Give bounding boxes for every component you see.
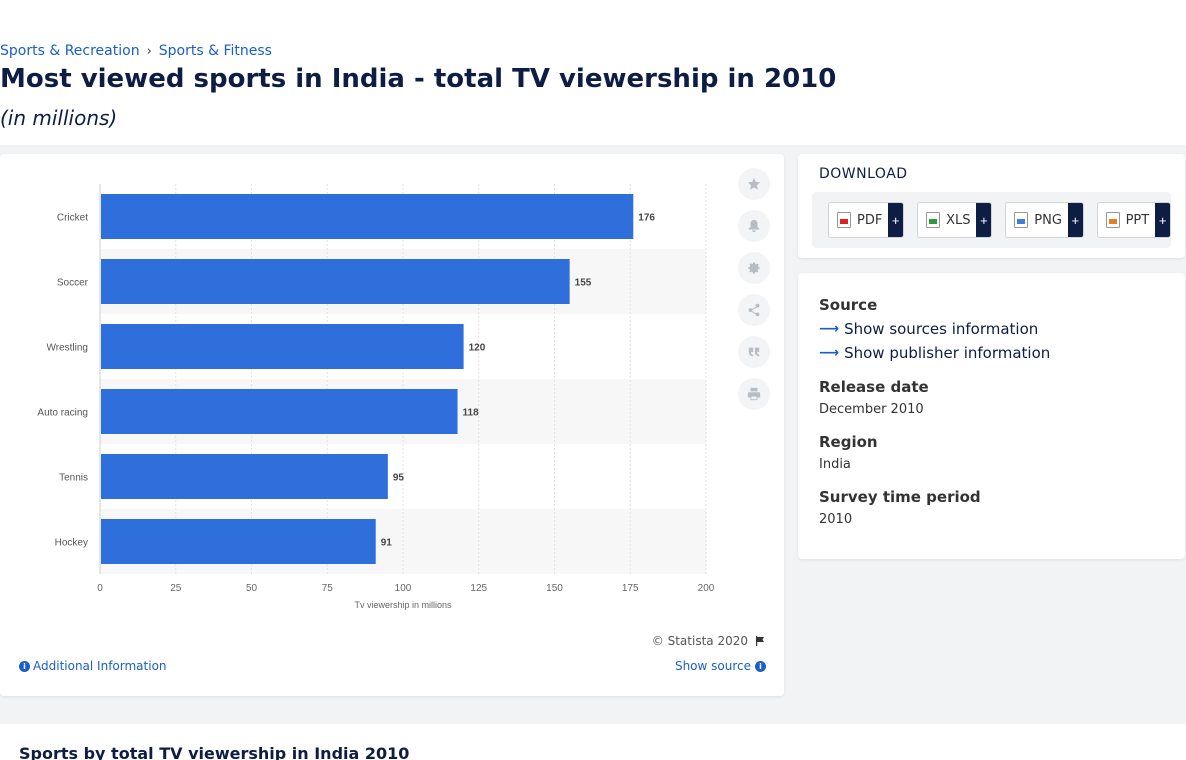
download-xls-label: XLS [946, 212, 971, 228]
top-bar [0, 0, 1186, 40]
category-label: Wrestling [47, 343, 89, 354]
plus-icon: + [1067, 203, 1083, 237]
chart-tools [738, 168, 770, 410]
source-heading: Source [819, 296, 878, 314]
breadcrumb-sports-fitness[interactable]: Sports & Fitness [158, 43, 272, 59]
category-label: Cricket [57, 213, 88, 224]
download-png-label: PNG [1034, 212, 1062, 228]
x-axis-title: Tv viewership in millions [354, 600, 452, 610]
release-date-value: December 2010 [819, 402, 924, 417]
bar [101, 194, 634, 239]
data-label: 118 [463, 408, 480, 419]
download-title: DOWNLOAD [819, 166, 908, 182]
show-publisher-link[interactable]: ⟶ Show publisher information [819, 344, 1050, 362]
x-tick-label: 175 [622, 583, 639, 594]
xls-file-icon [926, 212, 941, 228]
page-subtitle: (in millions) [0, 106, 118, 130]
show-sources-label: Show sources information [844, 320, 1039, 338]
data-label: 91 [381, 538, 393, 549]
show-source-link[interactable]: Show source i [675, 659, 766, 673]
x-tick-label: 125 [470, 583, 487, 594]
additional-information-link[interactable]: i Additional Information [19, 659, 167, 673]
show-sources-link[interactable]: ⟶ Show sources information [819, 320, 1038, 338]
data-label: 176 [638, 213, 655, 224]
x-tick-label: 25 [170, 583, 182, 594]
related-title: Sports by total TV viewership in India 2… [19, 744, 410, 760]
show-source-label: Show source [674, 659, 751, 673]
survey-period-heading: Survey time period [819, 488, 981, 506]
plus-icon: + [888, 203, 904, 237]
plus-icon: + [976, 203, 992, 237]
related-statistics-card: Sports by total TV viewership in India 2… [0, 724, 1186, 760]
bell-icon [748, 219, 760, 233]
info-icon: i [755, 660, 766, 672]
data-label: 95 [393, 473, 405, 484]
x-tick-label: 50 [246, 583, 258, 594]
x-tick-label: 200 [698, 583, 715, 594]
favorite-button[interactable] [738, 168, 770, 200]
notification-button[interactable] [738, 210, 770, 242]
source-card: Source ⟶ Show sources information ⟶ Show p… [798, 273, 1185, 559]
print-button[interactable] [738, 378, 770, 410]
category-label: Soccer [57, 278, 89, 289]
png-file-icon [1014, 212, 1029, 228]
info-icon: i [19, 660, 30, 672]
share-button[interactable] [738, 294, 770, 326]
quote-icon [748, 347, 760, 357]
show-publisher-label: Show publisher information [844, 344, 1051, 362]
star-icon [747, 177, 761, 190]
region-heading: Region [819, 433, 878, 451]
bar [101, 259, 570, 304]
download-ppt-button[interactable]: PPT + [1096, 202, 1171, 238]
download-pdf-button[interactable]: PDF + [828, 202, 905, 238]
chart-card: Cricket 176 Soccer 155 Wrestling 120 Auto raci… [0, 154, 784, 696]
copyright-text: © Statista 2020 [651, 634, 748, 648]
settings-button[interactable] [738, 252, 770, 284]
bar [101, 324, 464, 369]
flag-icon[interactable] [754, 635, 766, 647]
plus-icon: + [1155, 203, 1170, 237]
ppt-file-icon [1105, 212, 1120, 228]
x-tick-label: 150 [546, 583, 563, 594]
download-ppt-label: PPT [1125, 212, 1150, 228]
release-date-heading: Release date [819, 378, 929, 396]
category-label: Hockey [55, 538, 88, 549]
pdf-file-icon [837, 212, 851, 228]
download-png-button[interactable]: PNG + [1005, 202, 1084, 238]
download-card: DOWNLOAD PDF + XLS + PNG + PPT + [798, 154, 1185, 258]
bar [101, 519, 376, 564]
cite-button[interactable] [738, 336, 770, 368]
bar-chart: Cricket 176 Soccer 155 Wrestling 120 Auto raci… [37, 184, 715, 610]
category-label: Auto racing [37, 408, 88, 419]
breadcrumb: Sports & Recreation › Sports & Fitness [0, 43, 272, 59]
page-title: Most viewed sports in India - total TV v… [0, 64, 837, 94]
data-label: 120 [469, 343, 486, 354]
arrow-right-icon: ⟶ [819, 345, 840, 361]
category-label: Tennis [59, 473, 88, 484]
share-icon [748, 303, 760, 317]
x-tick-label: 75 [322, 583, 334, 594]
breadcrumb-separator: › [146, 43, 152, 59]
bar [101, 454, 388, 499]
breadcrumb-sports-recreation[interactable]: Sports & Recreation [0, 43, 140, 59]
copyright: © Statista 2020 [652, 634, 766, 648]
region-value: India [819, 457, 851, 472]
download-buttons: PDF + XLS + PNG + PPT + [812, 192, 1171, 248]
download-xls-button[interactable]: XLS + [917, 202, 993, 238]
download-pdf-label: PDF [857, 212, 883, 228]
survey-period-value: 2010 [819, 512, 853, 527]
gear-icon [748, 262, 760, 274]
additional-information-label: Additional Information [33, 659, 167, 673]
x-tick-label: 0 [97, 583, 103, 594]
x-tick-label: 100 [395, 583, 412, 594]
arrow-right-icon: ⟶ [819, 321, 840, 337]
data-label: 155 [575, 278, 592, 289]
print-icon [747, 387, 761, 401]
bar [101, 389, 458, 434]
